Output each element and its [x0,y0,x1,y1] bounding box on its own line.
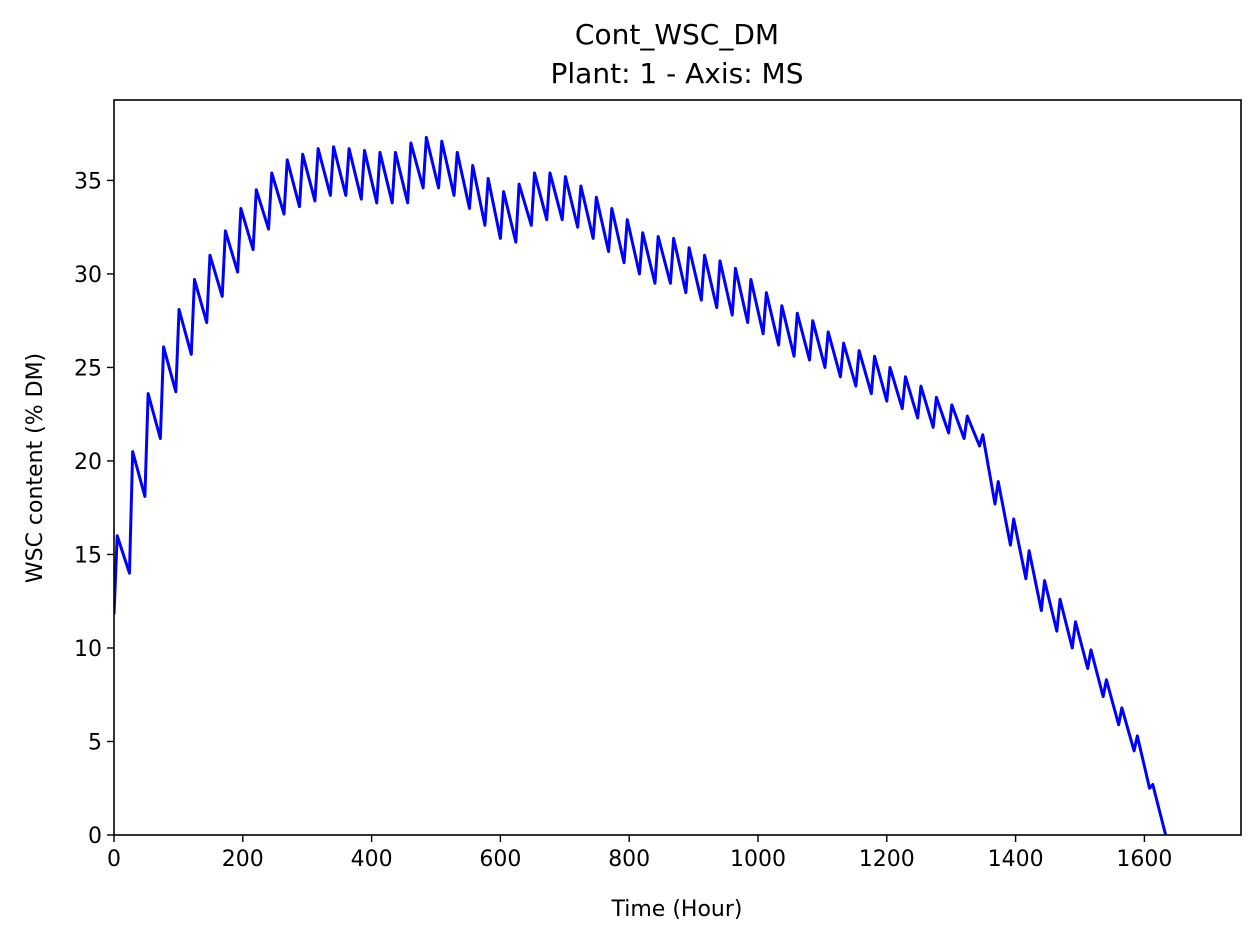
x-tick-label: 200 [222,847,264,872]
x-tick-label: 1000 [730,847,786,872]
x-tick-label: 800 [608,847,650,872]
y-axis-ticks: 0 5 10 15 20 25 30 35 [74,169,114,849]
chart-subtitle: Plant: 1 - Axis: MS [551,57,804,90]
x-tick-label: 400 [351,847,393,872]
y-tick-label: 20 [74,450,102,475]
chart-title: Cont_WSC_DM [575,18,779,51]
y-tick-label: 15 [74,543,102,568]
y-tick-label: 30 [74,263,102,288]
y-axis-label: WSC content (% DM) [23,353,48,583]
x-tick-label: 1600 [1116,847,1172,872]
series-line-0 [114,135,1168,835]
x-axis-ticks: 0 200 400 600 800 1000 1200 1400 1600 [107,835,1172,872]
x-tick-label: 1200 [859,847,915,872]
x-tick-label: 0 [107,847,121,872]
x-tick-label: 600 [479,847,521,872]
axes-frame [113,99,1242,836]
y-tick-label: 0 [88,824,102,849]
x-axis-label: Time (Hour) [611,897,743,922]
plot-area [114,135,1168,835]
x-tick-label: 1400 [988,847,1044,872]
y-tick-label: 5 [88,730,102,755]
y-tick-label: 25 [74,356,102,381]
y-tick-label: 35 [74,169,102,194]
y-tick-label: 10 [74,637,102,662]
